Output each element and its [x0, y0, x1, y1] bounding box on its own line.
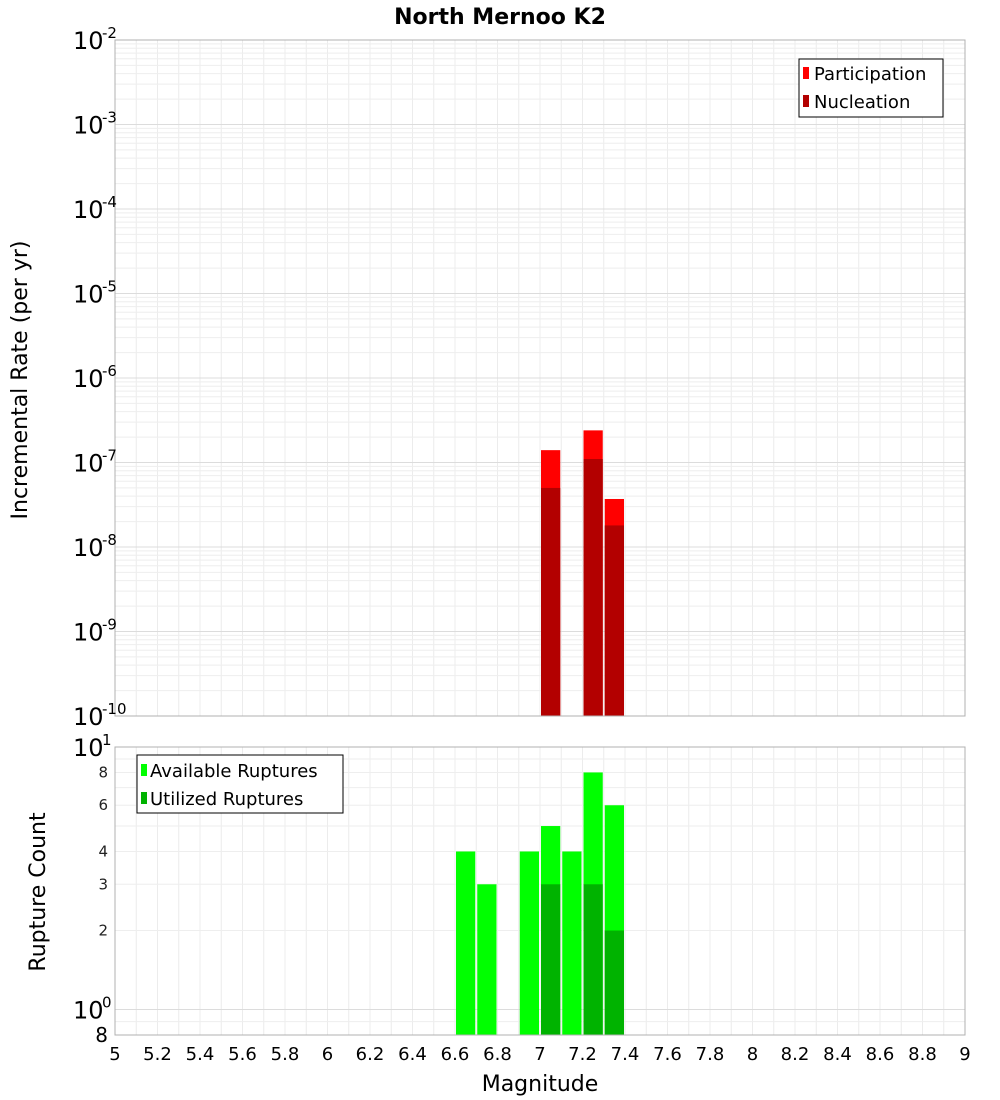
bottom-bar-available-ruptures	[519, 851, 539, 1035]
y-tick-label: 10	[73, 450, 104, 478]
x-tick-label: 7.4	[611, 1044, 640, 1065]
x-tick-label: 5.4	[186, 1044, 215, 1065]
top-plot-frame	[114, 39, 966, 717]
legend-label-available: Available Ruptures	[150, 761, 318, 782]
x-axis-label: Magnitude	[482, 1072, 599, 1097]
x-tick-label: 7.6	[653, 1044, 682, 1065]
y-tick-label: 10	[73, 112, 104, 140]
legend-swatch-utilized	[141, 792, 147, 804]
top-plot-grid	[115, 40, 965, 716]
top-y-axis-label: Incremental Rate (per yr)	[8, 241, 33, 520]
x-tick-label: 8.4	[823, 1044, 852, 1065]
y-tick-label: 10	[73, 534, 104, 562]
x-tick-label: 5.2	[143, 1044, 172, 1065]
y-tick-exponent: -4	[102, 193, 117, 211]
x-tick-label: 8.8	[908, 1044, 937, 1065]
bottom-plot-frame	[114, 746, 966, 1036]
y-tick-label: 4	[98, 842, 108, 860]
y-tick-exponent-one: 0	[102, 994, 112, 1012]
legend-swatch-participation	[803, 67, 809, 79]
bottom-plot-bars	[456, 772, 624, 1035]
y-tick-label: 6	[98, 796, 108, 814]
bottom-bar-utilized-ruptures	[541, 884, 561, 1035]
y-tick-label-one: 10	[73, 997, 104, 1025]
y-tick-label: 8	[98, 763, 108, 781]
x-tick-label: 7	[534, 1044, 545, 1065]
bottom-bar-available-ruptures	[562, 851, 582, 1035]
y-tick-label: 10	[73, 365, 104, 393]
top-legend: Participation Nucleation	[798, 58, 944, 118]
x-tick-label: 8.2	[781, 1044, 810, 1065]
y-tick-exponent: -10	[102, 700, 127, 718]
x-tick-label: 7.8	[696, 1044, 725, 1065]
legend-label-utilized: Utilized Ruptures	[150, 789, 303, 810]
y-tick-exponent: -7	[102, 447, 117, 465]
x-tick-label: 6.2	[356, 1044, 385, 1065]
y-tick-exponent: -2	[102, 24, 117, 42]
y-tick-exponent-top: 1	[102, 731, 112, 749]
bottom-legend: Available Ruptures Utilized Ruptures	[136, 754, 344, 814]
x-tick-label: 6	[322, 1044, 333, 1065]
x-tick-labels: 5 5.2 5.4 5.6 5.8 6 6.2 6.4 6.6 6.8 7 7.2 7.4 7.6 7.8 8…	[109, 1044, 970, 1065]
y-tick-label: 10	[73, 196, 104, 224]
y-tick-exponent: -3	[102, 109, 117, 127]
bottom-plot-grid	[115, 747, 965, 1035]
x-tick-label: 5.8	[271, 1044, 300, 1065]
y-tick-label: 2	[98, 922, 108, 940]
legend-swatch-available	[141, 764, 147, 776]
y-tick-exponent: -8	[102, 531, 117, 549]
top-plot-bars	[541, 430, 624, 716]
bottom-bar-utilized-ruptures	[604, 930, 624, 1035]
y-tick-exponent: -6	[102, 362, 117, 380]
y-tick-label: 10	[73, 27, 104, 55]
x-tick-label: 5	[109, 1044, 120, 1065]
legend-swatch-nucleation	[803, 95, 809, 107]
x-tick-label: 8.6	[866, 1044, 895, 1065]
bottom-bar-utilized-ruptures	[583, 884, 603, 1035]
chart-title: North Mernoo K2	[394, 5, 606, 30]
x-tick-label: 6.4	[398, 1044, 427, 1065]
y-tick-label: 10	[73, 619, 104, 647]
top-bar-nucleation	[604, 525, 624, 716]
y-tick-label: 10	[73, 281, 104, 309]
x-tick-label: 7.2	[568, 1044, 597, 1065]
top-bar-nucleation	[583, 459, 603, 716]
legend-label-nucleation: Nucleation	[814, 92, 910, 113]
y-tick-label: 3	[98, 875, 108, 893]
top-y-ticks: 10-210-310-410-510-610-710-810-910-10	[73, 24, 127, 731]
bottom-bar-available-ruptures	[477, 884, 497, 1035]
top-bar-nucleation	[541, 487, 561, 716]
x-tick-label: 6.8	[483, 1044, 512, 1065]
bottom-bar-available-ruptures	[456, 851, 476, 1035]
x-tick-label: 9	[959, 1044, 970, 1065]
legend-label-participation: Participation	[814, 64, 926, 85]
x-tick-label: 6.6	[441, 1044, 470, 1065]
y-tick-label-top: 10	[73, 734, 104, 762]
y-tick-label-bottom: 8	[95, 1023, 108, 1047]
bottom-y-axis-label: Rupture Count	[26, 812, 51, 972]
y-tick-label: 10	[73, 703, 104, 731]
y-tick-exponent: -5	[102, 278, 117, 296]
y-tick-exponent: -9	[102, 616, 117, 634]
x-tick-label: 5.6	[228, 1044, 257, 1065]
x-tick-label: 8	[747, 1044, 758, 1065]
